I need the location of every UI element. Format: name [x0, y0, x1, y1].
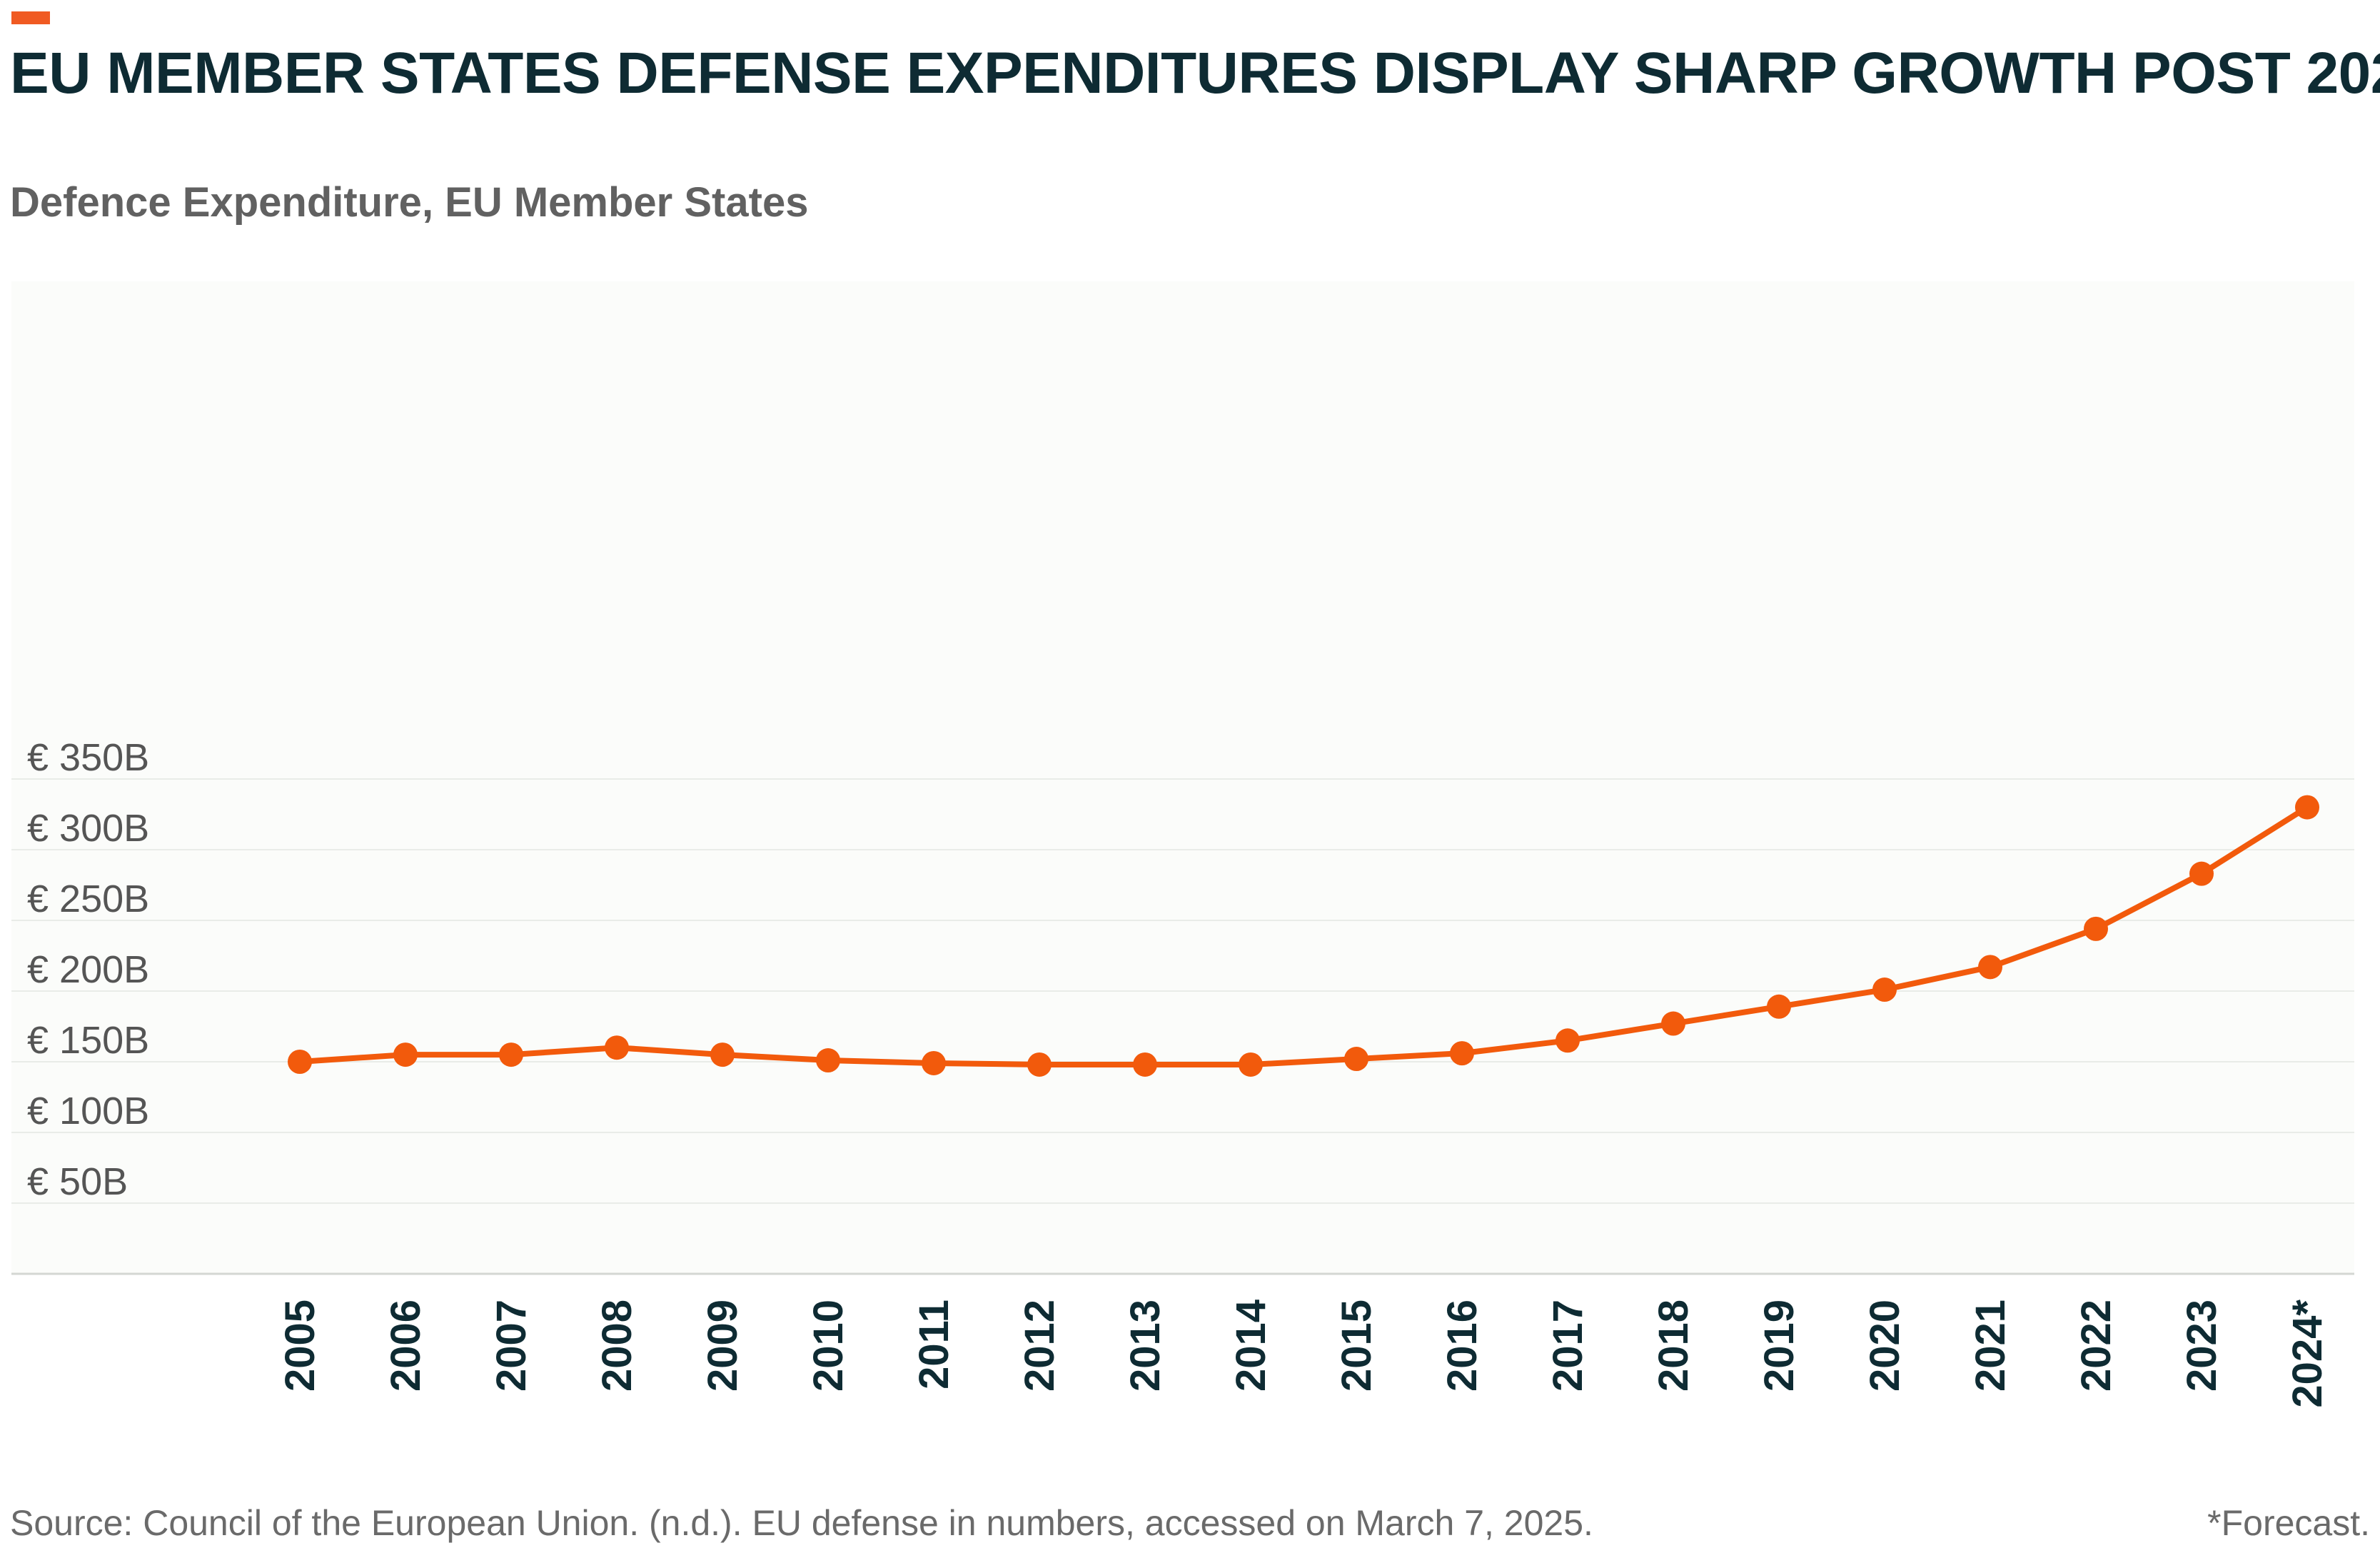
chart-title: EU MEMBER STATES DEFENSE EXPENDITURES DI… [10, 41, 2380, 106]
y-tick-label: € 300B [27, 807, 149, 850]
x-tick-label: 2019 [1756, 1300, 1802, 1392]
data-point [1767, 994, 1791, 1019]
x-tick-label: 2017 [1545, 1300, 1591, 1392]
data-point [1555, 1028, 1580, 1053]
source-note: Source: Council of the European Union. (… [10, 1503, 1593, 1543]
data-point [605, 1035, 629, 1060]
y-tick-label: € 350B [27, 736, 149, 779]
data-point [816, 1048, 840, 1073]
data-point [922, 1050, 946, 1075]
data-point [2189, 861, 2214, 886]
x-tick-label: 2014 [1228, 1300, 1274, 1392]
data-point [1027, 1052, 1052, 1077]
data-point [499, 1042, 523, 1067]
x-tick-label: 2012 [1017, 1300, 1063, 1392]
x-tick-label: 2020 [1862, 1300, 1908, 1392]
x-tick-label: 2008 [594, 1300, 640, 1392]
data-point [1450, 1041, 1474, 1066]
data-point [288, 1050, 312, 1074]
x-tick-label: 2015 [1333, 1300, 1380, 1392]
y-tick-label: € 150B [27, 1019, 149, 1062]
data-point [1239, 1052, 1263, 1077]
x-tick-label: 2005 [277, 1300, 323, 1392]
data-point [2084, 916, 2108, 941]
x-tick-label: 2024* [2284, 1300, 2331, 1408]
x-tick-label: 2023 [2179, 1300, 2225, 1392]
y-tick-label: € 50B [27, 1160, 128, 1203]
forecast-note: *Forecast. [2207, 1503, 2370, 1543]
x-axis-labels: 2005 2006 2007 2008 2009 2010 2011 2012 2013 2014… [277, 1300, 2331, 1408]
y-tick-label: € 250B [27, 878, 149, 920]
y-axis-labels: € 50B € 100B € 150B € 200B € 250B € 300B € 350… [27, 736, 149, 1203]
data-series [288, 795, 2319, 1077]
data-point [1661, 1011, 1685, 1036]
chart-subtitle: Defence Expenditure, EU Member States [10, 179, 809, 226]
data-point [393, 1042, 418, 1067]
plot-background [11, 281, 2354, 1274]
series-line [297, 804, 2310, 1067]
data-point [1133, 1052, 1157, 1077]
x-tick-label: 2016 [1439, 1300, 1486, 1392]
data-point [2295, 795, 2319, 820]
x-tick-label: 2022 [2073, 1300, 2119, 1392]
y-tick-label: € 200B [27, 948, 149, 991]
data-point [1872, 978, 1897, 1002]
accent-bar [11, 11, 50, 24]
x-tick-label: 2007 [488, 1300, 535, 1392]
x-tick-label: 2009 [700, 1300, 746, 1392]
x-tick-label: 2013 [1122, 1300, 1169, 1392]
data-point [710, 1042, 735, 1067]
x-tick-label: 2010 [805, 1300, 852, 1392]
x-tick-label: 2018 [1650, 1300, 1697, 1392]
x-tick-label: 2021 [1967, 1300, 2014, 1392]
x-tick-label: 2011 [911, 1300, 957, 1389]
data-point [1978, 955, 2002, 980]
data-point [1344, 1047, 1368, 1072]
x-tick-label: 2006 [383, 1300, 429, 1392]
y-tick-label: € 100B [27, 1090, 149, 1132]
